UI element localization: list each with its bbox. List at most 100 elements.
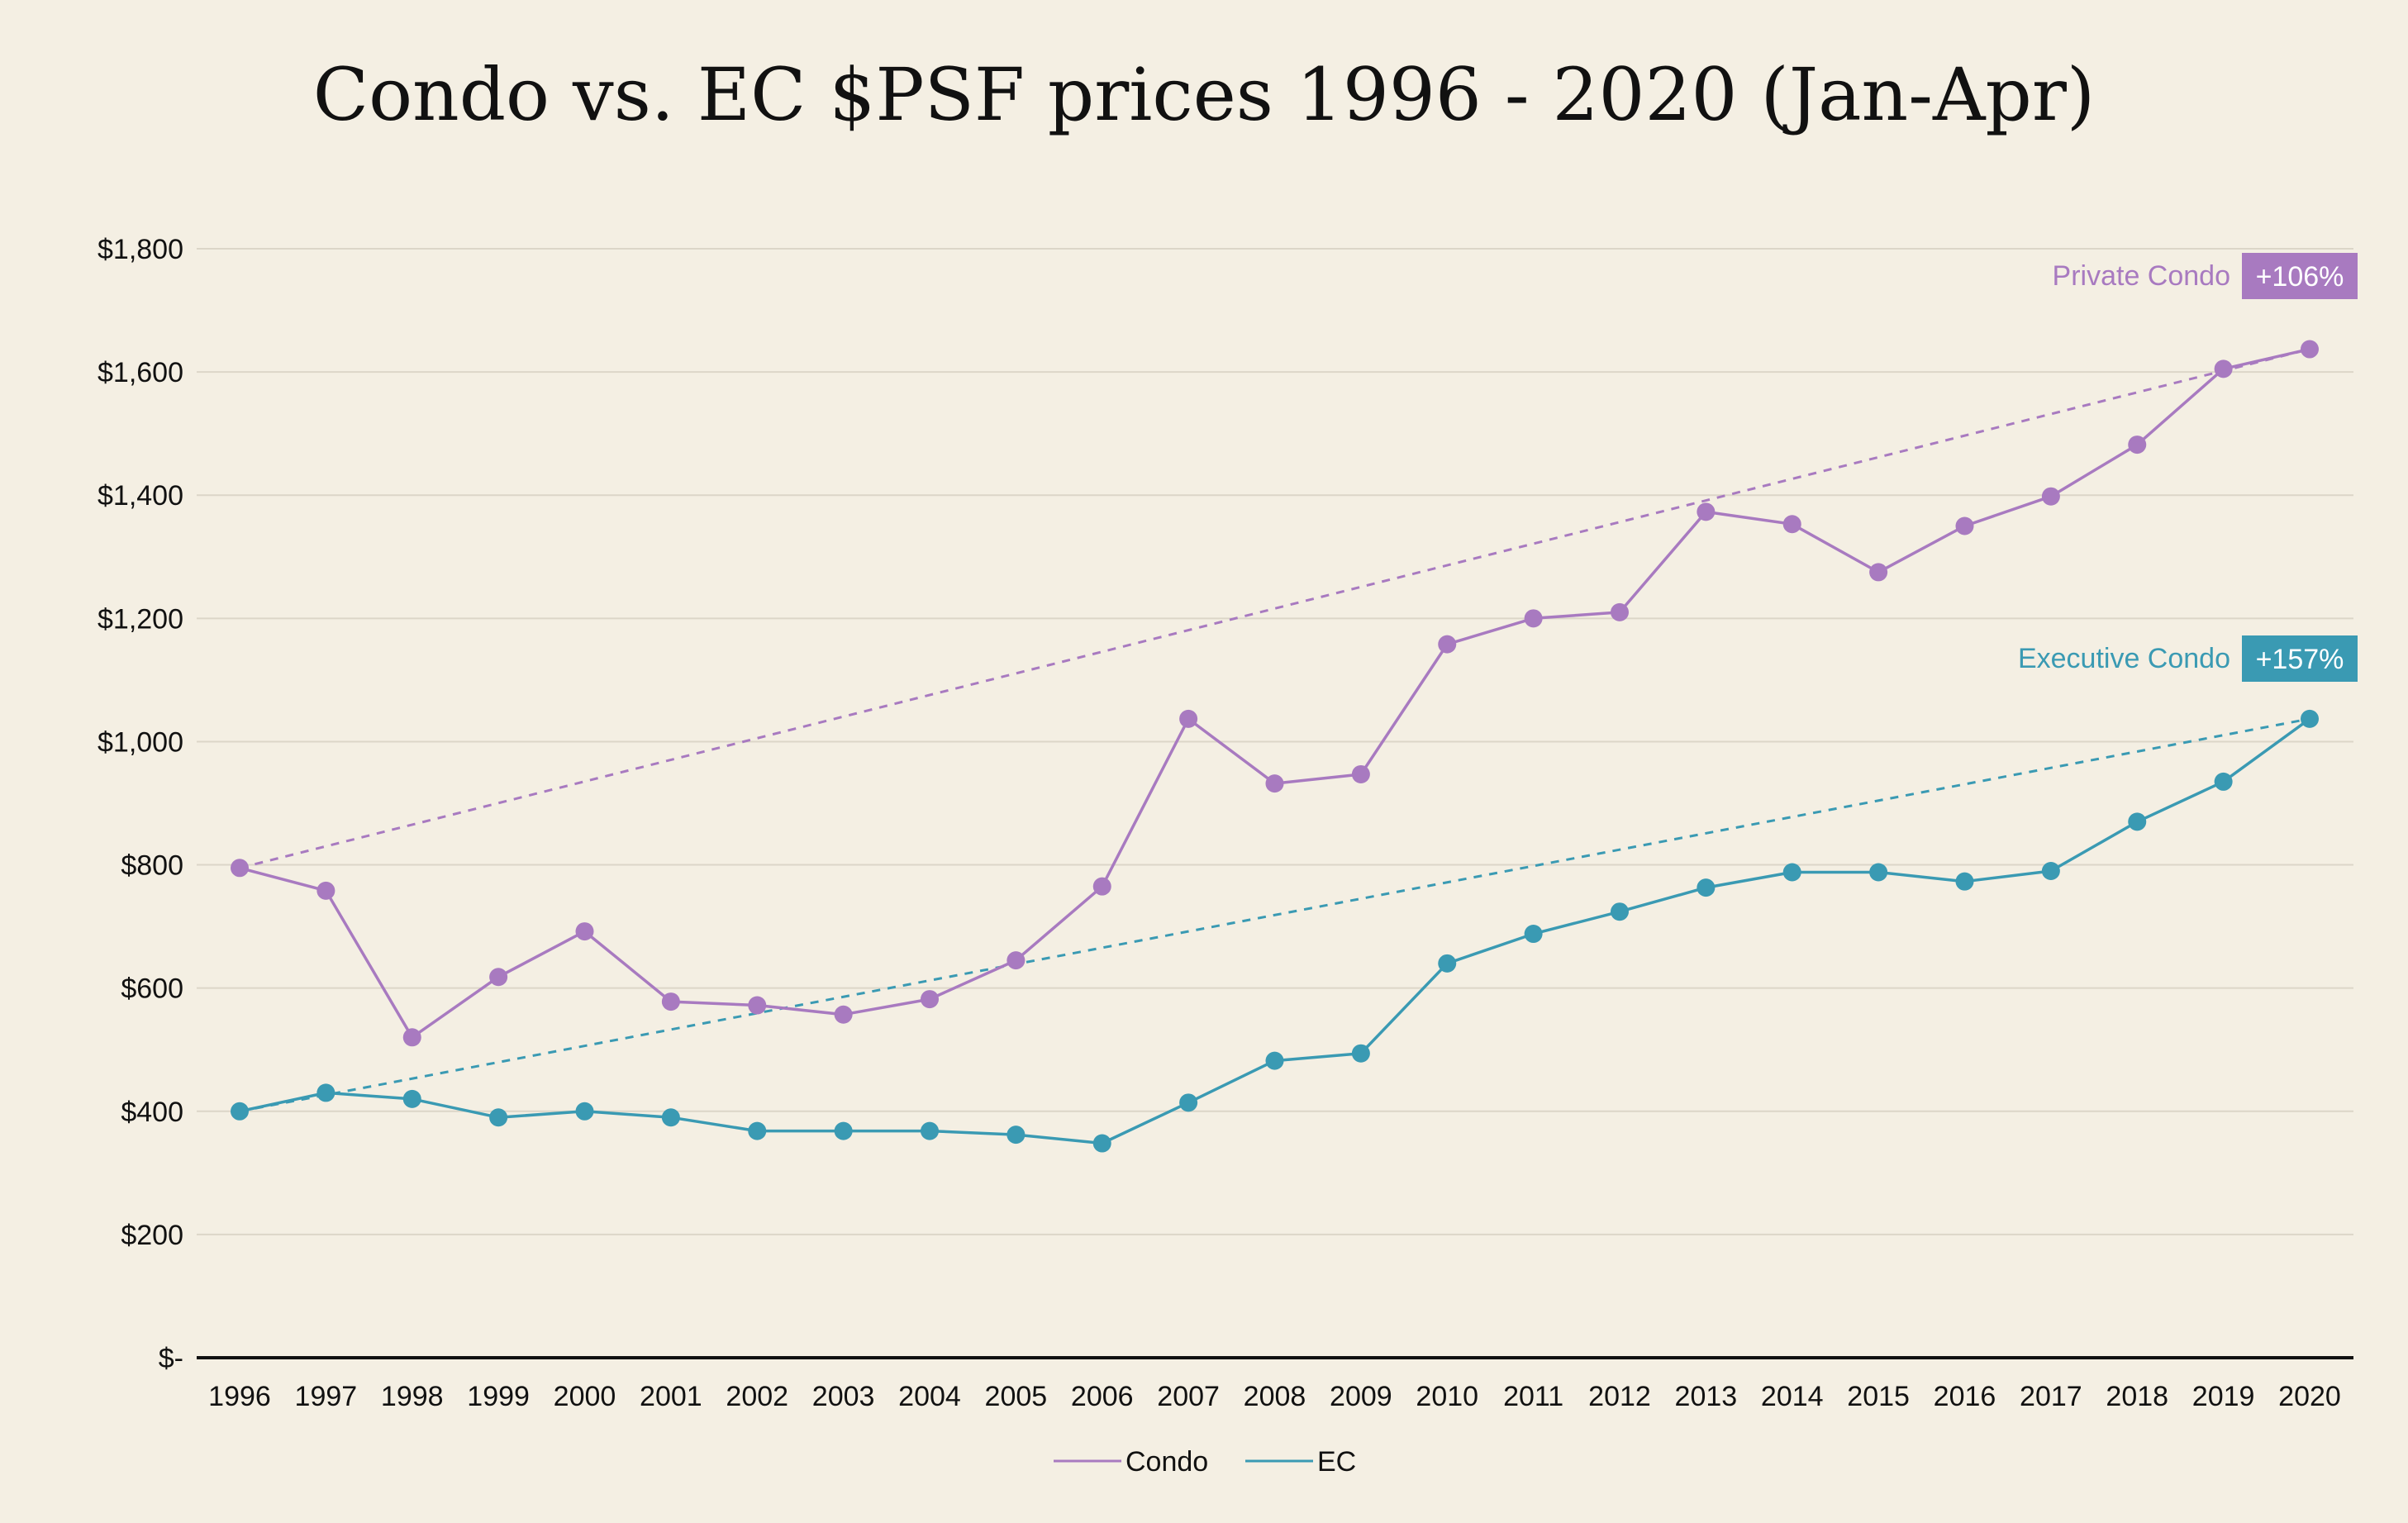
x-axis-tick-labels: 1996 1997 1998 1999 2000 2001 2002 2003 2004 2005… [208, 1381, 2341, 1412]
data-point-ec [1611, 902, 1629, 921]
y-tick-label: $1,400 [98, 480, 183, 512]
annotation-badge-bg [2242, 253, 2358, 299]
x-tick-label: 2016 [1934, 1381, 1996, 1412]
data-point-ec [489, 1108, 508, 1127]
x-tick-label: 2015 [1847, 1381, 1910, 1412]
series-line-condo [239, 347, 2310, 1040]
x-tick-label: 2004 [898, 1381, 961, 1412]
data-point-ec [2214, 772, 2233, 791]
data-point-condo [1611, 602, 1629, 621]
data-point-ec [575, 1102, 594, 1121]
gridlines [197, 248, 2353, 1359]
y-tick-label: $1,800 [98, 234, 183, 265]
series-lines [239, 347, 2311, 1145]
annotation-label: Executive Condo [2018, 643, 2230, 674]
data-point-condo [1438, 635, 1457, 654]
trendline-ec [239, 717, 2310, 1113]
x-tick-label: 2001 [640, 1381, 702, 1412]
x-tick-label: 2010 [1416, 1381, 1478, 1412]
x-tick-label: 2017 [2020, 1381, 2082, 1412]
chart-title: Condo vs. EC $PSF prices 1996 - 2020 (Ja… [313, 52, 2096, 137]
x-tick-label: 2000 [554, 1381, 616, 1412]
data-point-condo [1869, 563, 1888, 582]
x-tick-label: 2007 [1157, 1381, 1220, 1412]
annotation-badge-bg [2242, 635, 2358, 682]
data-point-condo [921, 990, 939, 1009]
x-tick-label: 1996 [208, 1381, 271, 1412]
data-point-ec [1007, 1126, 1026, 1145]
data-points [231, 340, 2319, 1153]
annotation-badge-text: +106% [2256, 261, 2344, 293]
data-point-condo [1265, 774, 1284, 793]
data-point-ec [1092, 1134, 1111, 1153]
x-tick-label: 1997 [295, 1381, 358, 1412]
data-point-condo [2214, 359, 2233, 378]
x-tick-label: 2018 [2106, 1381, 2168, 1412]
y-tick-label: $600 [121, 973, 183, 1005]
x-tick-label: 2002 [726, 1381, 788, 1412]
x-tick-label: 2006 [1071, 1381, 1134, 1412]
data-point-condo [1092, 877, 1111, 896]
data-point-ec [1179, 1093, 1198, 1112]
y-tick-label: $800 [121, 850, 183, 882]
data-point-condo [1179, 709, 1198, 728]
data-point-condo [748, 996, 767, 1015]
data-point-ec [1351, 1044, 1370, 1063]
data-point-ec [1265, 1051, 1284, 1070]
data-point-ec [1697, 878, 1716, 897]
annotation-label: Private Condo [2053, 260, 2230, 292]
y-axis-tick-labels: $- $200 $400 $600 $800 $1,000 $1,200 $1,400 $1,6… [98, 234, 183, 1374]
legend-label-ec: EC [1317, 1446, 1356, 1478]
y-tick-label: $200 [121, 1220, 183, 1251]
data-point-ec [1869, 863, 1888, 882]
y-tick-label: $1,600 [98, 357, 183, 388]
data-point-condo [231, 859, 249, 878]
data-point-condo [2128, 435, 2147, 455]
data-point-ec [1524, 925, 1543, 944]
data-point-ec [661, 1108, 680, 1127]
x-tick-label: 2009 [1330, 1381, 1392, 1412]
trendline-condo [239, 348, 2310, 869]
data-point-condo [1955, 516, 1974, 535]
data-point-ec [2041, 862, 2060, 881]
y-tick-label: $1,000 [98, 726, 183, 758]
data-point-condo [1697, 502, 1716, 521]
x-tick-label: 2011 [1503, 1381, 1563, 1412]
x-tick-label: 2003 [812, 1381, 875, 1412]
data-point-condo [2041, 487, 2060, 506]
data-point-ec [1782, 863, 1801, 882]
data-point-condo [661, 992, 680, 1011]
data-point-ec [402, 1089, 421, 1108]
annotations: +106% Private Condo +157% Executive Condo [2018, 253, 2358, 682]
data-point-ec [1955, 872, 1974, 891]
legend: Condo EC [1054, 1446, 1356, 1478]
x-tick-label: 2013 [1675, 1381, 1738, 1412]
data-point-ec [231, 1102, 249, 1121]
x-tick-label: 1999 [467, 1381, 530, 1412]
data-point-condo [402, 1028, 421, 1047]
data-point-condo [2301, 340, 2319, 359]
data-point-condo [1524, 609, 1543, 628]
x-tick-label: 2014 [1761, 1381, 1824, 1412]
y-tick-label: $1,200 [98, 603, 183, 635]
trendlines [239, 348, 2310, 1113]
data-point-condo [834, 1005, 853, 1024]
legend-label-condo: Condo [1125, 1446, 1208, 1478]
data-point-ec [834, 1121, 853, 1140]
data-point-condo [316, 881, 336, 900]
x-tick-label: 2019 [2192, 1381, 2255, 1412]
x-tick-label: 2005 [985, 1381, 1048, 1412]
data-point-ec [748, 1121, 767, 1140]
y-tick-label: $400 [121, 1097, 183, 1128]
data-point-ec [1438, 954, 1457, 973]
data-point-condo [489, 968, 508, 987]
x-tick-label: 2020 [2278, 1381, 2341, 1412]
data-point-condo [1007, 951, 1026, 970]
data-point-ec [316, 1083, 336, 1102]
x-tick-label: 2012 [1588, 1381, 1651, 1412]
annotation-badge-text: +157% [2256, 644, 2344, 675]
x-tick-label: 1998 [381, 1381, 444, 1412]
data-point-condo [1782, 515, 1801, 534]
